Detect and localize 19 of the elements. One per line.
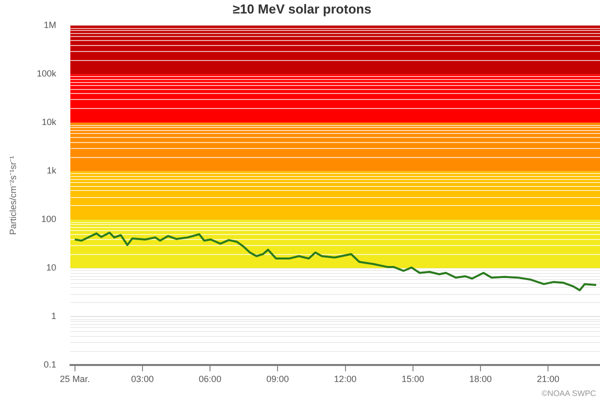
y-tick-label: 0.1: [44, 360, 56, 370]
text: ©NOAA SWPC: [542, 389, 596, 398]
chart-title: ≥10 MeV solar protons: [232, 1, 372, 16]
x-tick-label: 25 Mar.: [60, 374, 90, 384]
y-tick-label: 100: [41, 214, 56, 224]
y-tick-label: 1: [51, 311, 56, 322]
y-axis-title: Particles/cm⁻²s⁻¹sr⁻¹: [8, 156, 18, 235]
y-tick-label: 1M: [44, 20, 56, 30]
y-tick-label: 10k: [42, 117, 57, 128]
x-tick-label: 03:00: [131, 374, 154, 384]
y-tick-label: 10: [46, 262, 56, 273]
y-tick-label: 100k: [36, 68, 57, 79]
x-tick-label: 15:00: [402, 374, 424, 384]
x-tick-label: 06:00: [198, 374, 222, 384]
x-tick-label: 09:00: [266, 374, 289, 384]
x-tick-label: 12:00: [334, 374, 357, 384]
x-tick-label: 18:00: [469, 374, 492, 384]
x-tick-label: 21:00: [536, 374, 560, 384]
y-tick-label: 1k: [46, 166, 57, 176]
